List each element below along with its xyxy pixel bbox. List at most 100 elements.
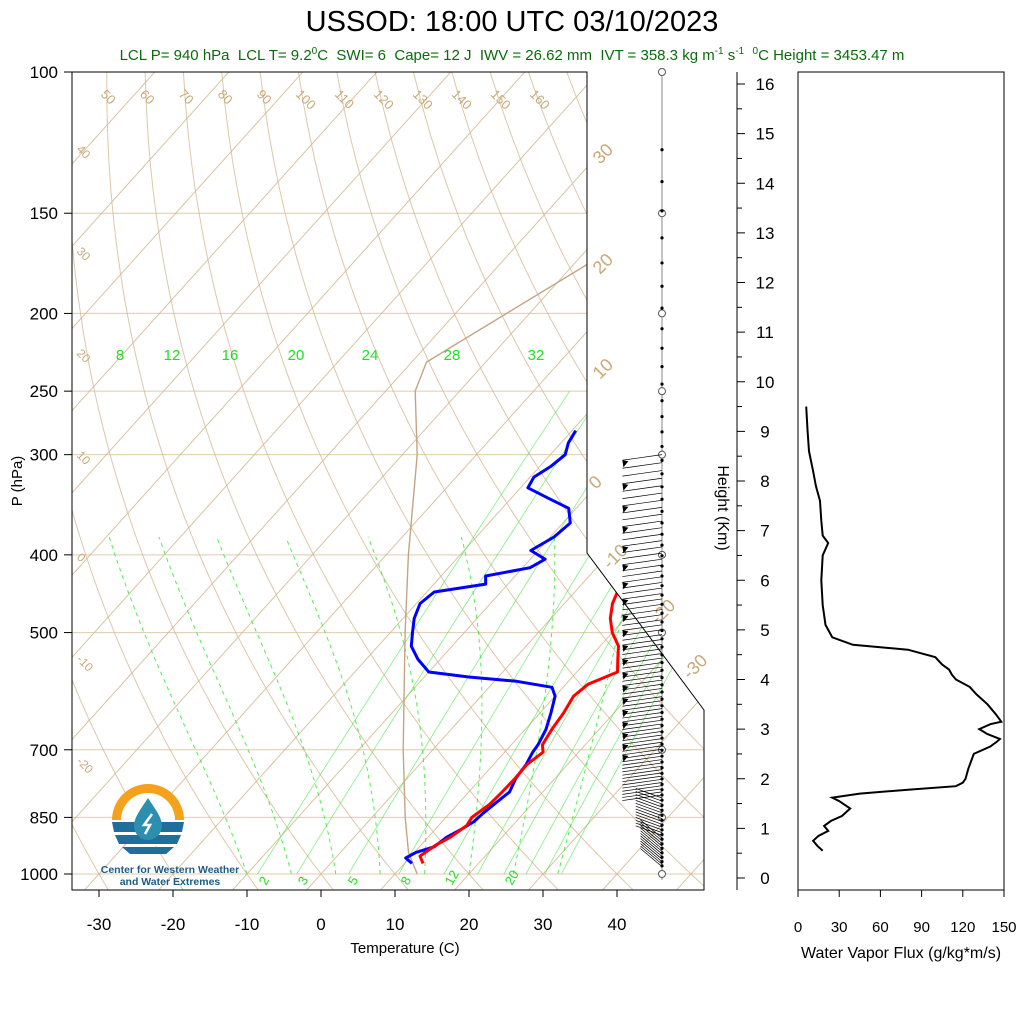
wind-dot	[660, 697, 664, 701]
wind-barb	[622, 708, 663, 715]
isotherm-label: 30	[74, 244, 94, 264]
isotherm-line	[379, 72, 704, 890]
moist-adiabat-label: 20	[288, 347, 305, 364]
dry-adiabat	[777, 35, 1024, 891]
skewed-isotherm-label: 0	[585, 472, 606, 493]
dry-adiabat	[255, 72, 704, 890]
wind-barb	[622, 624, 663, 631]
dry-adiabat-label: 90	[254, 87, 275, 108]
x-tick-label: -30	[87, 915, 112, 934]
logo-line-1: Center for Western Weather	[100, 864, 240, 876]
dry-adiabat	[740, 35, 1024, 891]
moist-adiabat	[158, 536, 292, 875]
mixing-ratio-label: 12	[442, 867, 462, 887]
wind-dot	[660, 521, 664, 525]
wind-flag	[622, 546, 629, 554]
wind-barb	[622, 657, 663, 665]
wind-dot	[660, 620, 664, 624]
swi-index: SWI= 6	[336, 47, 387, 64]
wind-dot	[660, 399, 664, 403]
wind-barb	[640, 822, 663, 842]
x-axis-label: Temperature (C)	[350, 940, 459, 957]
wind-dot	[660, 798, 664, 802]
wind-barb	[622, 671, 663, 678]
wind-dot	[660, 415, 664, 419]
wind-dot	[660, 611, 664, 615]
wind-flag	[622, 672, 629, 680]
dry-adiabat-label: 50	[98, 87, 119, 108]
wind-dot	[660, 676, 664, 680]
wind-flag	[622, 505, 629, 513]
moist-adiabat-label: 8	[116, 347, 124, 364]
mixing-ratio-label: 8	[398, 874, 415, 888]
height-tick-label: 1	[760, 819, 769, 838]
wind-barb	[635, 819, 663, 831]
y-tick-label: 100	[30, 63, 58, 82]
wind-barb	[622, 675, 663, 682]
wind-dot	[660, 723, 664, 728]
height-tick-label: 16	[756, 75, 775, 94]
iwv-value: IWV = 26.62 mm	[479, 47, 592, 64]
wind-barb	[622, 639, 663, 646]
wind-barb	[635, 791, 663, 802]
wind-dot	[660, 813, 664, 817]
wind-barb	[622, 738, 663, 745]
wind-barb	[622, 527, 663, 534]
wind-dot	[660, 628, 664, 633]
moist-adiabat	[460, 536, 483, 875]
wind-barb	[622, 748, 663, 756]
wind-dot	[660, 261, 664, 265]
dry-adiabat	[590, 72, 704, 890]
x-tick-label: 10	[386, 915, 405, 934]
wind-barb	[622, 700, 663, 707]
wind-dot	[660, 365, 664, 369]
dry-adiabat	[516, 72, 704, 890]
freezing-level-height: C Height = 3453.47 m	[758, 47, 905, 64]
flux-border	[797, 71, 1005, 891]
dewpoint-profile	[404, 429, 577, 865]
wind-dot	[660, 148, 664, 152]
wind-dot	[660, 236, 664, 240]
wind-barb	[622, 477, 663, 485]
dry-adiabat	[330, 72, 704, 890]
height-tick-label: 3	[760, 720, 769, 739]
wind-barb	[622, 679, 663, 686]
height-tick-label: 11	[756, 323, 774, 342]
wind-dot	[660, 554, 664, 558]
mixing-ratio-label: 3	[295, 874, 312, 888]
moist-adiabat	[108, 536, 248, 875]
isotherm-line	[675, 72, 704, 890]
y-tick-label: 1000	[20, 865, 58, 884]
wind-barb	[622, 540, 663, 547]
wind-barb	[622, 666, 663, 673]
isotherm-line	[157, 72, 704, 890]
wind-barb	[622, 791, 663, 798]
flux-x-tick-label: 150	[991, 919, 1016, 936]
wind-barb	[622, 492, 663, 499]
y-axis-label: P (hPa)	[9, 456, 26, 507]
dry-adiabat	[627, 72, 704, 890]
wind-barb	[622, 765, 663, 773]
dry-adiabat-label: 60	[137, 87, 158, 108]
height-tick-label: 12	[756, 274, 775, 293]
ivt-s: s	[723, 47, 736, 64]
wind-barb	[622, 576, 663, 583]
moist-adiabat-label: 12	[164, 347, 181, 364]
wind-barb	[622, 614, 663, 621]
isotherm-line	[72, 72, 704, 890]
wind-dot	[660, 864, 664, 868]
wind-barb	[622, 762, 663, 769]
height-tick-label: 10	[756, 373, 775, 392]
flux-x-tick-label: 30	[831, 919, 848, 936]
wind-level-marker	[658, 68, 666, 76]
cw3e-logo	[112, 784, 184, 854]
wind-barb	[622, 734, 663, 741]
isotherm-line	[750, 35, 1024, 891]
y-tick-label: 850	[30, 808, 58, 827]
x-tick-label: 40	[608, 915, 627, 934]
wind-barb	[622, 731, 663, 738]
skewed-isotherm-label: 20	[589, 250, 617, 278]
mixing-ratio-label: 5	[345, 874, 362, 888]
wind-barb	[635, 797, 663, 808]
wind-barb	[640, 848, 663, 867]
